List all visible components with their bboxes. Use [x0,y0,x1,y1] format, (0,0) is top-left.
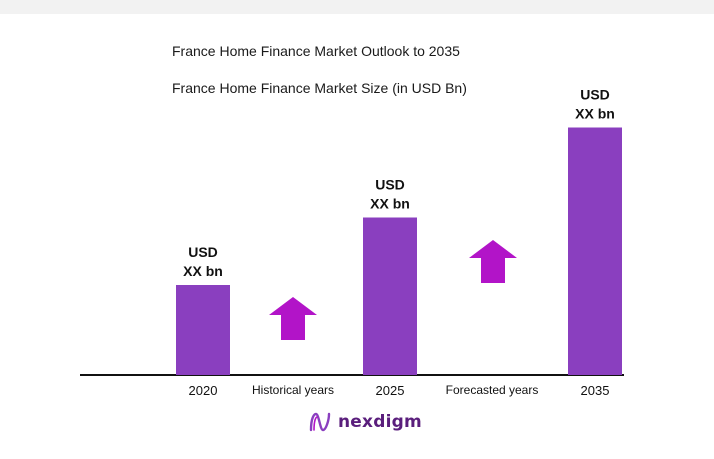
nexdigm-logo-icon [309,412,331,432]
chart-subtitle: France Home Finance Market Size (in USD … [172,80,467,96]
bar-2025 [363,217,417,375]
nexdigm-logo: nexdigm [308,408,422,436]
bar-2020 [176,285,230,375]
top-band [0,0,714,14]
data-label-line2-2025: XX bn [370,196,410,212]
bar-2035 [568,127,622,375]
data-label-line1-2035: USD [580,87,610,103]
up-arrow-icon-1 [269,297,317,340]
x-tick-label-2020: 2020 [189,383,218,398]
data-label-line1-2025: USD [375,177,405,193]
brand-name: nexdigm [338,412,422,432]
chart-title: France Home Finance Market Outlook to 20… [172,43,460,59]
data-label-line1-2020: USD [188,244,218,260]
up-arrow-icon-2 [469,240,517,283]
period-label-2: Forecasted years [446,383,539,397]
x-tick-label-2025: 2025 [376,383,405,398]
data-label-line2-2035: XX bn [575,106,615,122]
period-label-1: Historical years [252,383,334,397]
x-tick-label-2035: 2035 [581,383,610,398]
data-label-line2-2020: XX bn [183,263,223,279]
